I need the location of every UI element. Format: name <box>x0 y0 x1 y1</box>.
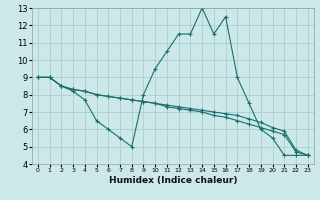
X-axis label: Humidex (Indice chaleur): Humidex (Indice chaleur) <box>108 176 237 185</box>
